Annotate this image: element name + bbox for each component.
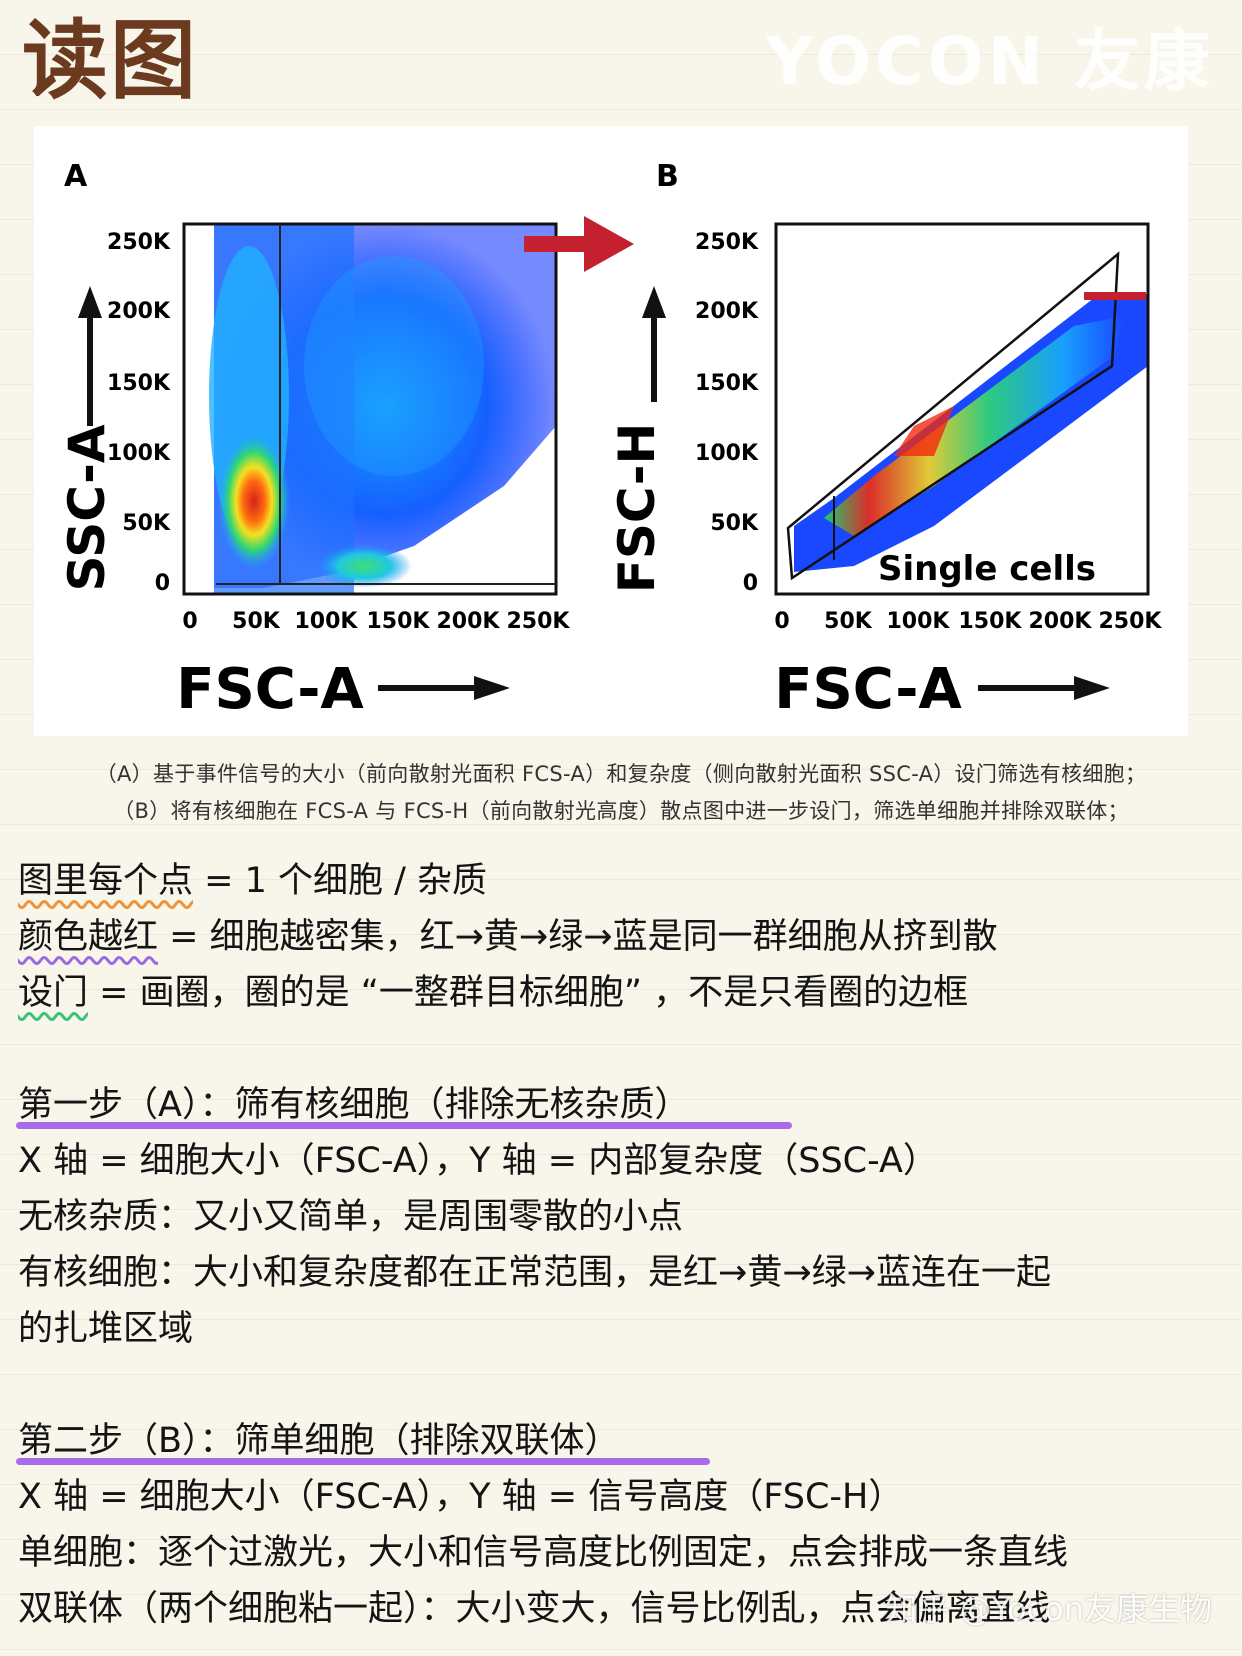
panel-b-x-ticks: 0 50K 100K 150K 200K 250K [774, 609, 1162, 634]
panel-b-density [794, 294, 1148, 572]
figure-caption-a: （A）基于事件信号的大小（前向散射光面积 FCS-A）和复杂度（侧向散射光面积 … [95, 762, 1147, 786]
single-cells-gate-label: Single cells [878, 549, 1096, 589]
tick-label: 250K [1099, 609, 1163, 634]
tick-label: 250K [507, 609, 571, 634]
tick-label: 200K [107, 299, 171, 324]
intro-key-dot: 图里每个点 [18, 861, 194, 901]
tick-label: 50K [122, 511, 171, 536]
tick-label: 100K [695, 441, 759, 466]
flow-cytometry-figure: A 250K 200K 150K 100K 50K 0 0 50K 100K 1… [34, 126, 1188, 736]
panel-a-x-ticks: 0 50K 100K 150K 200K 250K [182, 609, 570, 634]
figure-svg: A 250K 200K 150K 100K 50K 0 0 50K 100K 1… [58, 159, 1162, 722]
panel-a-y-label: SSC-A [58, 424, 116, 591]
tick-label: 150K [695, 371, 759, 396]
panel-b-y-label: FSC-H [608, 423, 666, 594]
tick-label: 250K [107, 230, 171, 255]
step1-debris: 无核杂质：又小又简单，是周围零散的小点 [18, 1197, 684, 1237]
tick-label: 150K [367, 609, 431, 634]
tick-label: 100K [295, 609, 359, 634]
panel-b-y-ticks: 250K 200K 150K 100K 50K 0 [695, 230, 759, 596]
tick-label: 0 [182, 609, 197, 634]
figure-caption-b: （B）将有核细胞在 FCS-A 与 FCS-H（前向散射光高度）散点图中进一步设… [113, 799, 1129, 823]
tick-label: 0 [743, 571, 758, 596]
step2-single: 单细胞：逐个过激光，大小和信号高度比例固定，点会排成一条直线 [18, 1533, 1069, 1573]
panel-b-letter: B [656, 159, 679, 194]
step1-highlight [16, 1122, 792, 1129]
tick-label: 50K [824, 609, 873, 634]
panel-a-x-label: FSC-A [176, 657, 364, 722]
tick-label: 250K [695, 230, 759, 255]
tick-label: 200K [1029, 609, 1093, 634]
step1-axes: X 轴 = 细胞大小（FSC-A），Y 轴 = 内部复杂度（SSC-A） [18, 1141, 938, 1181]
tick-label: 200K [695, 299, 759, 324]
intro-text-gate: = 画圈，圈的是 “一整群目标细胞” ，不是只看圈的边框 [88, 973, 969, 1013]
page-title: 读图 [22, 11, 198, 111]
step1-nucleated-2: 的扎堆区域 [18, 1309, 194, 1349]
step2-axes: X 轴 = 细胞大小（FSC-A），Y 轴 = 信号高度（FSC-H） [18, 1477, 904, 1517]
intro-text-color: = 细胞越密集，红→黄→绿→蓝是同一群细胞从挤到散 [158, 917, 998, 957]
tick-label: 200K [437, 609, 501, 634]
step1-nucleated-1: 有核细胞：大小和复杂度都在正常范围，是红→黄→绿→蓝连在一起 [18, 1253, 1051, 1293]
intro-key-gate: 设门 [18, 973, 89, 1013]
intro-line-dot: 图里每个点 = 1 个细胞 / 杂质 [18, 864, 487, 899]
intro-key-color: 颜色越红 [18, 917, 159, 957]
step2-doublet: 双联体（两个细胞粘一起）：大小变大，信号比例乱，点会偏离直线 [18, 1589, 1051, 1629]
step1-heading: 第一步（A）：筛有核细胞（排除无核杂质） [18, 1085, 690, 1125]
tick-label: 0 [155, 571, 170, 596]
tick-label: 150K [107, 371, 171, 396]
platform-watermark: 知乎 @Yocon友康生物 [885, 1590, 1212, 1628]
tick-label: 150K [959, 609, 1023, 634]
panel-a-y-ticks: 250K 200K 150K 100K 50K 0 [107, 230, 171, 596]
red-arrow-icon [524, 216, 634, 272]
panel-a-x-arrow [378, 676, 510, 700]
tick-label: 0 [774, 609, 789, 634]
panel-b-x-arrow [978, 676, 1110, 700]
step2-highlight [16, 1458, 710, 1465]
panel-a-y-arrow [78, 286, 102, 426]
tick-label: 100K [887, 609, 951, 634]
tick-label: 50K [710, 511, 759, 536]
intro-text-dot: = 1 个细胞 / 杂质 [193, 861, 488, 901]
panel-a-letter: A [64, 159, 88, 194]
panel-b-y-arrow [642, 286, 666, 402]
panel-a-density [209, 224, 556, 594]
panel-b-x-label: FSC-A [774, 657, 962, 722]
tick-label: 100K [107, 441, 171, 466]
intro-line-gate: 设门 = 画圈，圈的是 “一整群目标细胞” ，不是只看圈的边框 [18, 976, 968, 1011]
step2-heading: 第二步（B）：筛单细胞（排除双联体） [18, 1421, 620, 1461]
tick-label: 50K [232, 609, 281, 634]
intro-line-color: 颜色越红 = 细胞越密集，红→黄→绿→蓝是同一群细胞从挤到散 [18, 920, 998, 955]
brand-watermark: YOCON 友康 [765, 23, 1214, 100]
